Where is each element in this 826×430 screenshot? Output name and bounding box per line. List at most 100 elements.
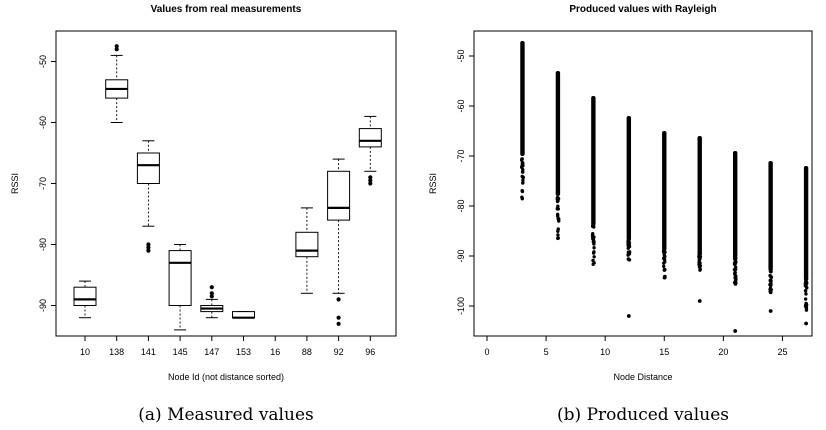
scatter-point bbox=[592, 225, 596, 229]
scatter-point bbox=[556, 236, 560, 241]
x-tick-label: 88 bbox=[302, 347, 312, 357]
x-tick-label: 92 bbox=[334, 347, 344, 357]
x-tick-label: 10 bbox=[80, 347, 90, 357]
scatter-point bbox=[591, 251, 596, 255]
scatter-point bbox=[768, 286, 773, 291]
chart-title: Produced values with Rayleigh bbox=[569, 4, 716, 15]
outlier-point bbox=[368, 181, 373, 186]
outlier-point bbox=[768, 309, 773, 313]
outlier-point bbox=[626, 314, 631, 318]
x-tick-label: 15 bbox=[659, 347, 669, 357]
scatter-point bbox=[662, 254, 667, 258]
scatter-point bbox=[521, 181, 525, 185]
y-tick-label: -100 bbox=[456, 297, 466, 315]
scatter-point bbox=[734, 277, 738, 281]
y-tick-label: -90 bbox=[38, 299, 48, 312]
scatter-point bbox=[627, 244, 632, 249]
x-tick-label: 141 bbox=[141, 347, 156, 357]
scatter-point bbox=[663, 275, 667, 280]
outlier-point bbox=[697, 299, 702, 303]
scatter-point bbox=[592, 238, 596, 243]
point-column bbox=[662, 131, 667, 251]
subfigure-caption: (b) Produced values bbox=[557, 405, 729, 425]
box bbox=[168, 250, 192, 307]
y-tick-label: -80 bbox=[456, 199, 466, 212]
outlier-point bbox=[368, 175, 373, 180]
box bbox=[73, 286, 97, 307]
scatter-point bbox=[698, 256, 702, 261]
point-column bbox=[697, 136, 702, 256]
outlier-point bbox=[114, 47, 119, 52]
scatter-point bbox=[521, 178, 525, 183]
scatter-point bbox=[663, 260, 667, 264]
outlier-point bbox=[209, 294, 214, 299]
point-column bbox=[626, 116, 632, 241]
scatter-point bbox=[698, 268, 702, 272]
y-tick-label: -80 bbox=[38, 238, 48, 251]
x-tick-label: 138 bbox=[109, 347, 124, 357]
x-tick-label: 5 bbox=[544, 347, 549, 357]
scatter-point bbox=[556, 229, 560, 233]
scatter-point bbox=[803, 289, 808, 293]
outlier-point bbox=[209, 285, 214, 290]
y-axis-label: RSSI bbox=[10, 173, 20, 194]
scatter-point bbox=[768, 273, 772, 278]
scatter-point bbox=[804, 292, 808, 296]
scatter-point bbox=[804, 306, 809, 311]
box bbox=[358, 128, 382, 148]
y-tick-label: -70 bbox=[38, 177, 48, 190]
scatter-point bbox=[662, 264, 666, 269]
subfigure-caption: (a) Measured values bbox=[138, 405, 313, 425]
y-tick-label: -60 bbox=[38, 116, 48, 129]
rayleigh-scatter-panel: Produced values with Rayleigh Node Distan… bbox=[428, 4, 813, 425]
x-axis-label: Node Id (not distance sorted) bbox=[168, 372, 284, 382]
measured-boxplot-panel: Values from real measurements Node Id (no… bbox=[10, 4, 397, 425]
point-column bbox=[520, 41, 525, 156]
scatter-point bbox=[803, 284, 808, 288]
outlier-point bbox=[336, 315, 341, 320]
scatter-point bbox=[592, 255, 596, 259]
scatter-point bbox=[592, 246, 596, 250]
scatter-point bbox=[733, 260, 738, 264]
scatter-point bbox=[803, 297, 808, 301]
scatter-point bbox=[662, 250, 666, 255]
point-column bbox=[555, 71, 561, 196]
scatter-point bbox=[592, 261, 596, 265]
outlier-point bbox=[146, 242, 151, 247]
scatter-point bbox=[734, 281, 738, 285]
scatter-point bbox=[804, 280, 809, 285]
plot-frame bbox=[473, 30, 813, 337]
outlier-point bbox=[733, 329, 738, 333]
point-column bbox=[803, 166, 809, 281]
scatter-point bbox=[769, 270, 773, 274]
x-tick-label: 10 bbox=[600, 347, 610, 357]
x-tick-label: 20 bbox=[718, 347, 728, 357]
x-tick-label: 0 bbox=[484, 347, 489, 357]
y-tick-label: -70 bbox=[456, 149, 466, 162]
x-tick-label: 147 bbox=[204, 347, 219, 357]
box bbox=[136, 152, 160, 184]
x-tick-label: 145 bbox=[173, 347, 188, 357]
outlier-point bbox=[114, 44, 119, 49]
y-tick-label: -50 bbox=[38, 55, 48, 68]
scatter-point bbox=[698, 261, 702, 265]
scatter-point bbox=[556, 207, 561, 211]
scatter-point bbox=[555, 199, 560, 204]
scatter-point bbox=[626, 257, 631, 261]
scatter-point bbox=[626, 239, 630, 243]
scatter-point bbox=[768, 278, 772, 283]
point-column bbox=[732, 151, 738, 261]
y-axis-label: RSSI bbox=[428, 173, 438, 194]
scatter-point bbox=[520, 165, 524, 170]
y-tick-label: -90 bbox=[456, 249, 466, 262]
outlier-point bbox=[146, 245, 151, 250]
point-column bbox=[768, 161, 773, 271]
x-tick-label: 96 bbox=[365, 347, 375, 357]
scatter-point bbox=[520, 189, 525, 194]
scatter-point bbox=[556, 217, 561, 222]
scatter-point bbox=[555, 214, 560, 218]
chart-title: Values from real measurements bbox=[151, 4, 302, 15]
scatter-point bbox=[733, 267, 738, 272]
outlier-point bbox=[804, 321, 808, 326]
